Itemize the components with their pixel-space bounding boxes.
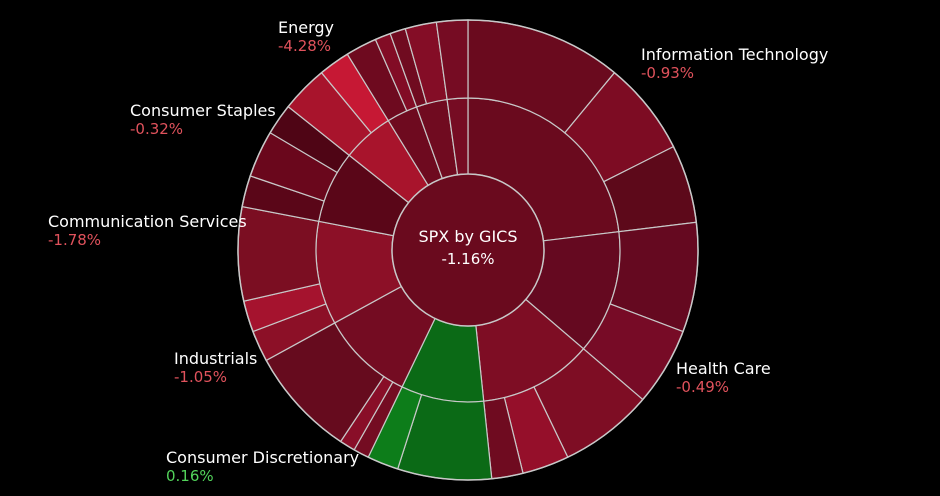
sector-change-communication-services: -1.78% [48,231,101,249]
outer-ring [237,19,699,481]
chart-title: SPX by GICS [418,227,517,246]
sector-label-consumer-discretionary: Consumer Discretionary [166,448,359,467]
total-change: -1.16% [441,250,494,268]
sector-labels: Information Technology-0.93%Health Care-… [48,18,828,485]
sector-label-health-care: Health Care [676,359,771,378]
sector-change-health-care: -0.49% [676,378,729,396]
sector-change-consumer-discretionary: 0.16% [166,467,214,485]
sector-label-industrials: Industrials [174,349,257,368]
industry-wedge-communication-services-2[interactable] [237,205,321,302]
sector-change-consumer-staples: -0.32% [130,120,183,138]
sector-label-information-technology: Information Technology [641,45,828,64]
inner-ring [315,97,621,403]
chart-outline [237,19,699,481]
sector-label-communication-services: Communication Services [48,212,247,231]
sector-label-consumer-staples: Consumer Staples [130,101,276,120]
sector-change-information-technology: -0.93% [641,64,694,82]
sector-change-energy: -4.28% [278,37,331,55]
sector-label-energy: Energy [278,18,334,37]
sector-change-industrials: -1.05% [174,368,227,386]
center-disc [391,173,545,327]
